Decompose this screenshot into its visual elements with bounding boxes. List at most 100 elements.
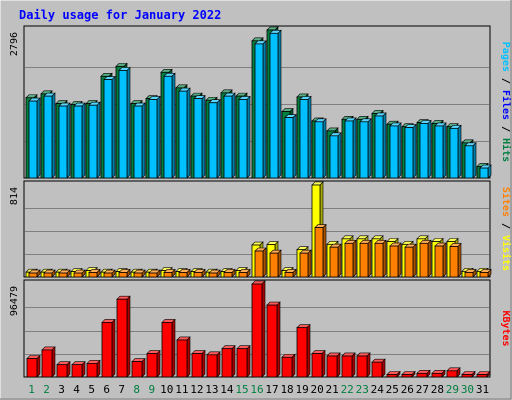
- x-tick-label: 20: [311, 383, 324, 396]
- x-tick-label: 27: [416, 383, 429, 396]
- bar-front-face: [133, 272, 143, 278]
- bar-files-day-26: [404, 123, 417, 179]
- bar-kbytes-day-18: [281, 353, 296, 378]
- bar-side-face: [246, 95, 251, 179]
- bar-front-face: [28, 272, 38, 278]
- x-tick-label: 13: [205, 383, 218, 396]
- x-tick-label: 7: [118, 383, 125, 396]
- bar-front-face: [71, 364, 83, 378]
- bar-kbytes-day-10: [161, 318, 176, 378]
- legend-part: Hits: [500, 138, 512, 162]
- bar-side-face: [201, 349, 206, 378]
- bar-files-day-18: [284, 113, 297, 179]
- bar-front-face: [133, 105, 143, 179]
- series-files: [28, 29, 492, 179]
- bar-sites-day-29: [449, 242, 462, 278]
- bar-front-face: [281, 356, 293, 378]
- bar-front-face: [386, 374, 398, 378]
- bar-sites-day-17: [269, 249, 282, 278]
- bar-kbytes-day-24: [371, 358, 386, 378]
- bar-front-face: [148, 99, 158, 179]
- bar-front-face: [404, 127, 414, 179]
- bar-sites-day-25: [389, 242, 402, 278]
- bar-kbytes-day-14: [221, 344, 236, 378]
- bar-front-face: [238, 99, 248, 179]
- bar-sites-day-3: [58, 269, 71, 278]
- bar-kbytes-day-21: [326, 352, 341, 378]
- bar-kbytes-day-4: [71, 360, 86, 378]
- bar-front-face: [191, 353, 203, 378]
- bar-front-face: [314, 121, 324, 179]
- bar-files-day-16: [254, 40, 267, 179]
- bar-front-face: [208, 272, 218, 278]
- bar-kbytes-day-12: [191, 349, 206, 378]
- bar-sites-day-31: [479, 268, 492, 278]
- bar-front-face: [223, 95, 233, 179]
- bar-kbytes-day-25: [386, 370, 401, 378]
- bar-files-day-13: [208, 99, 221, 179]
- bar-front-face: [359, 121, 369, 179]
- bar-front-face: [161, 322, 173, 378]
- x-tick-label: 19: [295, 383, 308, 396]
- bar-sites-day-27: [419, 239, 432, 278]
- bar-front-face: [401, 374, 413, 378]
- bar-front-face: [404, 246, 414, 278]
- bar-side-face: [216, 99, 221, 179]
- bar-files-day-4: [73, 102, 86, 179]
- bar-sites-day-9: [148, 269, 161, 278]
- bar-sites-day-10: [163, 268, 176, 278]
- bar-front-face: [344, 242, 354, 278]
- bar-side-face: [81, 102, 86, 179]
- bar-front-face: [329, 246, 339, 278]
- x-tick-label: 2: [43, 383, 50, 396]
- bar-front-face: [389, 245, 399, 278]
- bar-front-face: [359, 242, 369, 278]
- x-tick-label: 1: [28, 383, 35, 396]
- bar-kbytes-day-13: [206, 351, 221, 378]
- bar-kbytes-day-2: [41, 346, 56, 378]
- panel-kbytes: 96479 KBytes: [9, 279, 511, 378]
- legend-part: Sites: [500, 187, 512, 217]
- x-tick-label: 11: [175, 383, 188, 396]
- bar-front-face: [88, 272, 98, 278]
- bar-side-face: [366, 352, 371, 378]
- bar-kbytes-day-11: [176, 336, 191, 378]
- x-tick-label: 28: [431, 383, 444, 396]
- bar-front-face: [299, 99, 309, 179]
- bar-front-face: [131, 361, 143, 378]
- bar-sites-day-21: [329, 243, 342, 278]
- bar-side-face: [156, 349, 161, 378]
- panel-hits-files-pages: 2796 Pages / Files / Hits: [9, 25, 512, 179]
- bar-side-face: [277, 249, 282, 278]
- bar-sites-day-19: [299, 249, 312, 278]
- x-tick-label: 8: [133, 383, 140, 396]
- bar-sites-day-6: [103, 269, 116, 278]
- bar-side-face: [352, 239, 357, 278]
- bar-front-face: [341, 355, 353, 378]
- bar-kbytes-day-30: [461, 370, 476, 378]
- bar-kbytes-day-5: [86, 359, 101, 378]
- bar-front-face: [479, 272, 489, 278]
- bar-files-day-27: [419, 119, 432, 179]
- bar-files-day-17: [269, 29, 282, 179]
- bar-files-day-14: [223, 92, 236, 179]
- bar-side-face: [96, 101, 101, 179]
- bar-kbytes-day-17: [266, 301, 281, 378]
- bar-files-day-20: [314, 118, 327, 179]
- bar-files-day-5: [88, 101, 101, 179]
- bar-side-face: [126, 295, 131, 378]
- legend-part: /: [500, 120, 511, 138]
- bar-front-face: [269, 252, 279, 278]
- bar-sites-day-28: [434, 242, 447, 278]
- x-tick-label: 17: [265, 383, 278, 396]
- x-tick-label: 4: [73, 383, 80, 396]
- bar-front-face: [208, 102, 218, 179]
- bar-front-face: [329, 135, 339, 179]
- bar-sites-day-12: [193, 268, 206, 278]
- legend-part: /: [500, 72, 511, 90]
- bar-front-face: [419, 123, 429, 179]
- x-tick-label: 22: [341, 383, 354, 396]
- chart-title: Daily usage for January 2022: [19, 8, 221, 22]
- x-axis-labels: 1 2 3 4 5 6 7 8 9 10 11 12 13 14 15 16 17 18 19 20 21 22 23 24 2…: [28, 383, 489, 396]
- bar-sites-day-8: [133, 269, 146, 278]
